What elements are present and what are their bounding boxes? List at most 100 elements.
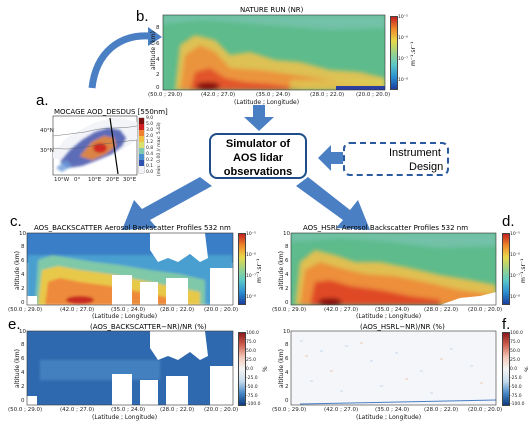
panel-b-cb-unit: m⁻¹.sr⁻¹ [410,41,417,67]
panel-b-ytick: 6 [156,41,160,47]
panel-d-ytick: 4 [285,272,289,278]
panel-e-cb-tick: 100.0 [246,331,259,336]
panel-a-lon-tick: 10°E [88,177,102,183]
plot-d-image [291,233,496,305]
panel-a-cb-tick: 5.0 [146,122,154,127]
panel-b-title: NATURE RUN (NR) [240,6,304,14]
panel-f-cb-tick: 50.0 [510,349,521,354]
panel-f-xtick: (50.0 ; 29.0) [272,407,307,413]
simulator-line-3: observations [223,166,293,178]
panel-d-ylabel: altitude (km) [278,251,285,290]
map-a-image [52,115,138,176]
panel-d-ytick: 8 [285,244,289,250]
panel-e-xtick: (28.0 ; 22.0) [160,407,195,413]
panel-b-xtick: (35.0 ; 24.0) [256,92,291,98]
panel-c-xtick: (20.0 ; 20.0) [204,307,239,313]
panel-e-cb-tick: -50.0 [246,385,258,390]
panel-d-xtick: (42.0 ; 27.0) [324,307,359,313]
panel-a-cb-tick: 0.4 [146,152,154,157]
panel-b-xtick: (42.0 ; 27.0) [201,92,236,98]
panel-a-cb-tick: 2.0 [146,134,154,139]
panel-d-cb-tick: 10⁻⁶ [510,253,520,258]
panel-d-ytick: 2 [285,286,289,292]
plot-e-image [27,331,233,405]
panel-e-ytick: 6 [21,356,25,362]
simulator-line-1: Simulator of [225,138,291,150]
panel-b-cb-tick: 10⁻⁵ [398,15,408,20]
panel-f-cb-tick: -100.0 [510,402,525,407]
panel-e-colorbar [238,332,246,406]
panel-d-cb-tick: 10⁻⁸ [510,295,520,300]
panel-a-cb-tick: 1.2 [146,140,154,145]
panel-e-ytick: 2 [21,384,25,390]
panel-e-title: (AOS_BACKSCATTER−NR)/NR (%) [90,323,207,331]
panel-e-ylabel: altitude (km) [14,349,21,388]
arrow-instrument-to-simulator [318,145,345,171]
panel-b-xlabel: (Latitude ; Longitude) [234,99,300,106]
panel-f-cb-tick: -75.0 [510,394,522,399]
plot-e-frame [26,330,234,406]
panel-e-cb-tick: 75.0 [246,340,257,345]
panel-e-ytick: 8 [21,342,25,348]
panel-f-xlabel: (Latitude ; Longitude) [356,414,422,421]
simulator-box: Simulator of AOS lidar observations [209,133,307,179]
panel-a-cb-tick: 0.0 [146,170,154,175]
panel-c-ytick: 0 [21,300,25,306]
instrument-design-box: Instrument Design [343,142,449,176]
panel-e-xtick: (42.0 ; 27.0) [60,407,95,413]
panel-a-cb-tick: 0.1 [146,164,154,169]
curved-arrow [88,32,151,89]
panel-b-xtick: (28.0 ; 22.0) [310,92,345,98]
panel-d-colorbar [502,233,510,305]
panel-c-ylabel: altitude (km) [14,251,21,290]
panel-f-ytick: 6 [285,356,289,362]
panel-c-xtick: (35.0 ; 24.0) [111,307,146,313]
panel-c-letter: c. [10,213,22,230]
panel-d-cb-tick: 10⁻⁷ [510,274,520,279]
panel-a-lon-tick: 30°E [123,177,137,183]
panel-a-cb-tick: 9.0 [146,116,154,121]
panel-b-ytick: 0 [156,85,160,91]
plot-b-frame [162,14,386,91]
panel-e-letter: e. [8,316,21,333]
panel-f-cb-tick: -50.0 [510,385,522,390]
panel-c-xtick: (28.0 ; 22.0) [160,307,195,313]
arrow-b-to-simulator [244,105,274,131]
panel-b-ytick: 2 [156,72,160,78]
panel-c-xlabel: (Latitude ; Longitude) [92,313,158,320]
panel-e-xlabel: (Latitude ; Longitude) [92,414,158,421]
panel-a-cb-tick: 0.8 [146,146,154,151]
panel-f-cb-tick: 25.0 [510,358,521,363]
panel-e-ytick: 10 [19,329,26,335]
panel-c-title: AOS_BACKSCATTER Aerosol Backscatter Prof… [34,224,231,232]
panel-f-ytick: 2 [285,384,289,390]
plot-f-frame [290,330,497,406]
panel-e-cb-tick: -75.0 [246,394,258,399]
panel-f-colorbar [502,332,510,406]
panel-f-ytick: 8 [285,342,289,348]
panel-a-lat-tick: 30°N [40,148,54,154]
panel-c-cb-unit: m⁻¹.sr⁻¹ [256,258,263,284]
panel-d-xtick: (20.0 ; 20.0) [468,307,503,313]
panel-f-cb-tick: -25.0 [510,376,522,381]
panel-b-xtick: (20.0 ; 20.0) [356,92,391,98]
panel-e-cb-tick: -100.0 [246,402,261,407]
panel-b-cb-tick: 10⁻⁷ [398,57,408,62]
panel-b-ytick: 8 [156,25,160,31]
panel-b-ytick: 4 [156,57,160,63]
panel-f-ytick: 10 [283,329,290,335]
panel-c-ytick: 10 [19,231,26,237]
panel-e-cb-tick: 50.0 [246,349,257,354]
panel-f-xtick: (20.0 ; 20.0) [468,407,503,413]
panel-d-letter: d. [502,213,515,230]
panel-e-xtick: (35.0 ; 24.0) [111,407,146,413]
panel-e-ytick: 0 [21,398,25,404]
plot-d-frame [290,232,497,306]
panel-e-cb-unit: % [262,366,269,372]
panel-c-ytick: 2 [21,286,25,292]
simulator-line-2: AOS lidar [232,152,284,164]
panel-c-cb-tick: 10⁻⁸ [246,295,256,300]
panel-e-cb-tick: 25.0 [246,358,257,363]
panel-b-cb-tick: 10⁻⁸ [398,78,408,83]
